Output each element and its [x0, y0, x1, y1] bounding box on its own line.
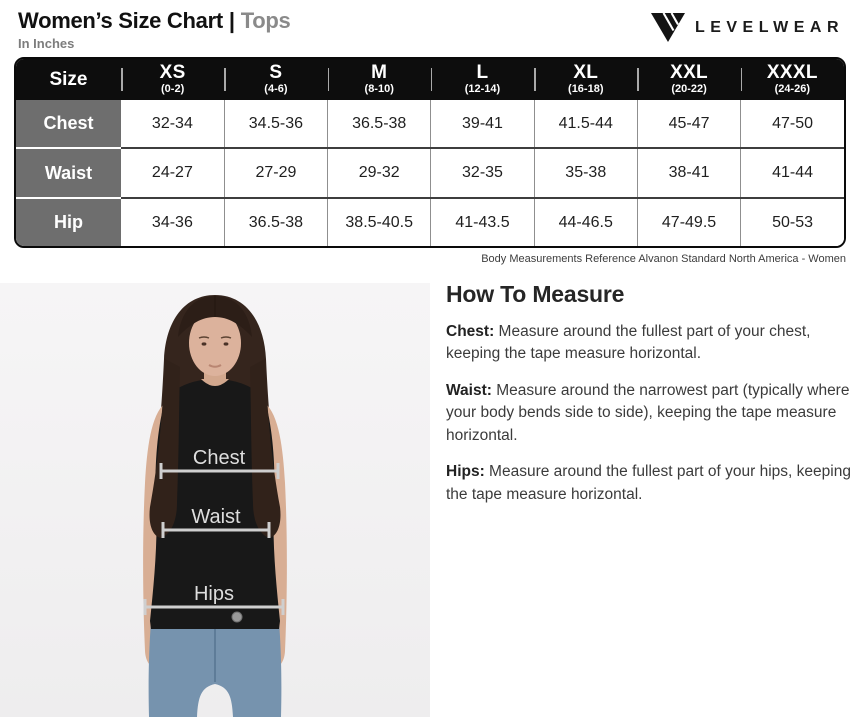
measurement-cell: 34.5-36	[223, 100, 328, 148]
levelwear-logo-icon	[650, 12, 686, 43]
size-column-l: L (12-14)	[430, 59, 535, 100]
instruction-term: Hips:	[446, 463, 485, 481]
measurement-row-chest: Chest 32-34 34.5-36 36.5-38 39-41 41.5-44 45-4…	[16, 100, 844, 148]
measurement-cell: 32-34	[121, 100, 225, 148]
size-name: XXL	[670, 62, 708, 84]
how-to-measure-title: How To Measure	[446, 281, 625, 307]
how-to-measure-section: How To Measure Chest: Measure around the…	[446, 281, 856, 520]
size-column-s: S (4-6)	[224, 59, 328, 100]
row-label: Chest	[16, 100, 121, 148]
measurement-row-hip: Hip 34-36 36.5-38 38.5-40.5 41-43.5 44-46.5 47…	[16, 197, 844, 246]
measurement-cell: 36.5-38	[327, 100, 431, 148]
measure-instruction-hips: Hips: Measure around the fullest part of…	[446, 461, 856, 506]
size-header-row: Size XS (0-2) S (4-6) M (8-10) L (12-14) XL (16-1…	[16, 59, 844, 100]
size-range: (0-2)	[161, 83, 185, 96]
measurement-cell: 29-32	[327, 147, 431, 198]
chest-label: Chest	[193, 447, 246, 469]
size-name: XL	[573, 62, 599, 84]
instruction-term: Chest:	[446, 323, 495, 340]
size-range: (20-22)	[671, 83, 707, 96]
measurement-cell: 41-44	[740, 147, 844, 198]
size-name: L	[476, 62, 489, 84]
size-range: (12-14)	[464, 83, 501, 96]
chest-measure-line	[159, 463, 280, 479]
measurement-cell: 44-46.5	[533, 197, 638, 246]
levelwear-wordmark: LEVELWEAR	[694, 18, 844, 36]
size-range: (4-6)	[264, 83, 288, 96]
page-header: Women’s Size Chart | Tops In Inches	[18, 8, 291, 51]
waist-label: Waist	[191, 506, 241, 528]
row-label: Waist	[16, 147, 121, 198]
measurement-cell: 47-50	[740, 100, 844, 148]
hips-label: Hips	[194, 583, 234, 605]
size-column-xxl: XXL (20-22)	[637, 59, 741, 100]
measurement-cell: 47-49.5	[636, 197, 741, 246]
size-range: (16-18)	[568, 83, 604, 96]
hips-measure-line	[143, 599, 285, 615]
measurement-cell: 39-41	[430, 100, 535, 148]
units-label: In Inches	[18, 36, 75, 51]
measurement-cell: 38.5-40.5	[327, 197, 431, 246]
waist-measure-line	[161, 522, 271, 538]
size-range: (24-26)	[774, 83, 811, 96]
measurement-cell: 41-43.5	[430, 197, 535, 246]
measurement-row-waist: Waist 24-27 27-29 29-32 32-35 35-38 38-41 41-44	[16, 147, 844, 198]
size-corner-header: Size	[16, 59, 121, 100]
row-label: Hip	[16, 197, 121, 246]
size-column-m: M (8-10)	[327, 59, 431, 100]
instruction-text: Measure around the fullest part of your …	[446, 463, 851, 503]
measurement-cell: 34-36	[121, 197, 225, 246]
measurement-cell: 45-47	[636, 100, 741, 148]
measurement-cell: 36.5-38	[223, 197, 328, 246]
measurement-cell: 32-35	[430, 147, 535, 198]
size-column-xl: XL (16-18)	[534, 59, 638, 100]
size-name: XXXL	[766, 62, 818, 84]
page-title: Women’s Size Chart	[18, 8, 223, 33]
measurement-cell: 35-38	[533, 147, 638, 198]
size-table-container: Size XS (0-2) S (4-6) M (8-10) L (12-14) XL (16-1…	[14, 57, 846, 248]
model-photo: Chest Waist Hips	[0, 283, 430, 717]
measurement-cell: 38-41	[636, 147, 741, 198]
title-divider: |	[228, 8, 235, 33]
measurement-cell: 27-29	[223, 147, 328, 198]
table-footnote: Body Measurements Reference Alvanon Stan…	[481, 253, 846, 265]
model-figure	[143, 295, 287, 717]
instruction-text: Measure around the fullest part of your …	[446, 323, 811, 363]
instruction-term: Waist:	[446, 381, 492, 399]
size-name: XS	[159, 62, 186, 84]
size-name: M	[371, 62, 388, 84]
instruction-text: Measure around the narrowest part (typic…	[446, 381, 850, 444]
measure-instruction-chest: Chest: Measure around the fullest part o…	[446, 321, 856, 366]
measure-instruction-waist: Waist: Measure around the narrowest part…	[446, 380, 856, 447]
measurement-cell: 41.5-44	[533, 100, 638, 148]
size-column-xs: XS (0-2)	[121, 59, 225, 100]
size-range: (8-10)	[364, 83, 394, 96]
measurement-cell: 24-27	[121, 147, 225, 198]
category-label: Tops	[240, 8, 291, 33]
size-table: Size XS (0-2) S (4-6) M (8-10) L (12-14) XL (16-1…	[16, 59, 844, 246]
levelwear-logo: LEVELWEAR	[650, 12, 844, 43]
size-column-xxxl: XXXL (24-26)	[740, 59, 844, 100]
measurement-cell: 50-53	[740, 197, 844, 246]
size-name: S	[269, 62, 283, 84]
